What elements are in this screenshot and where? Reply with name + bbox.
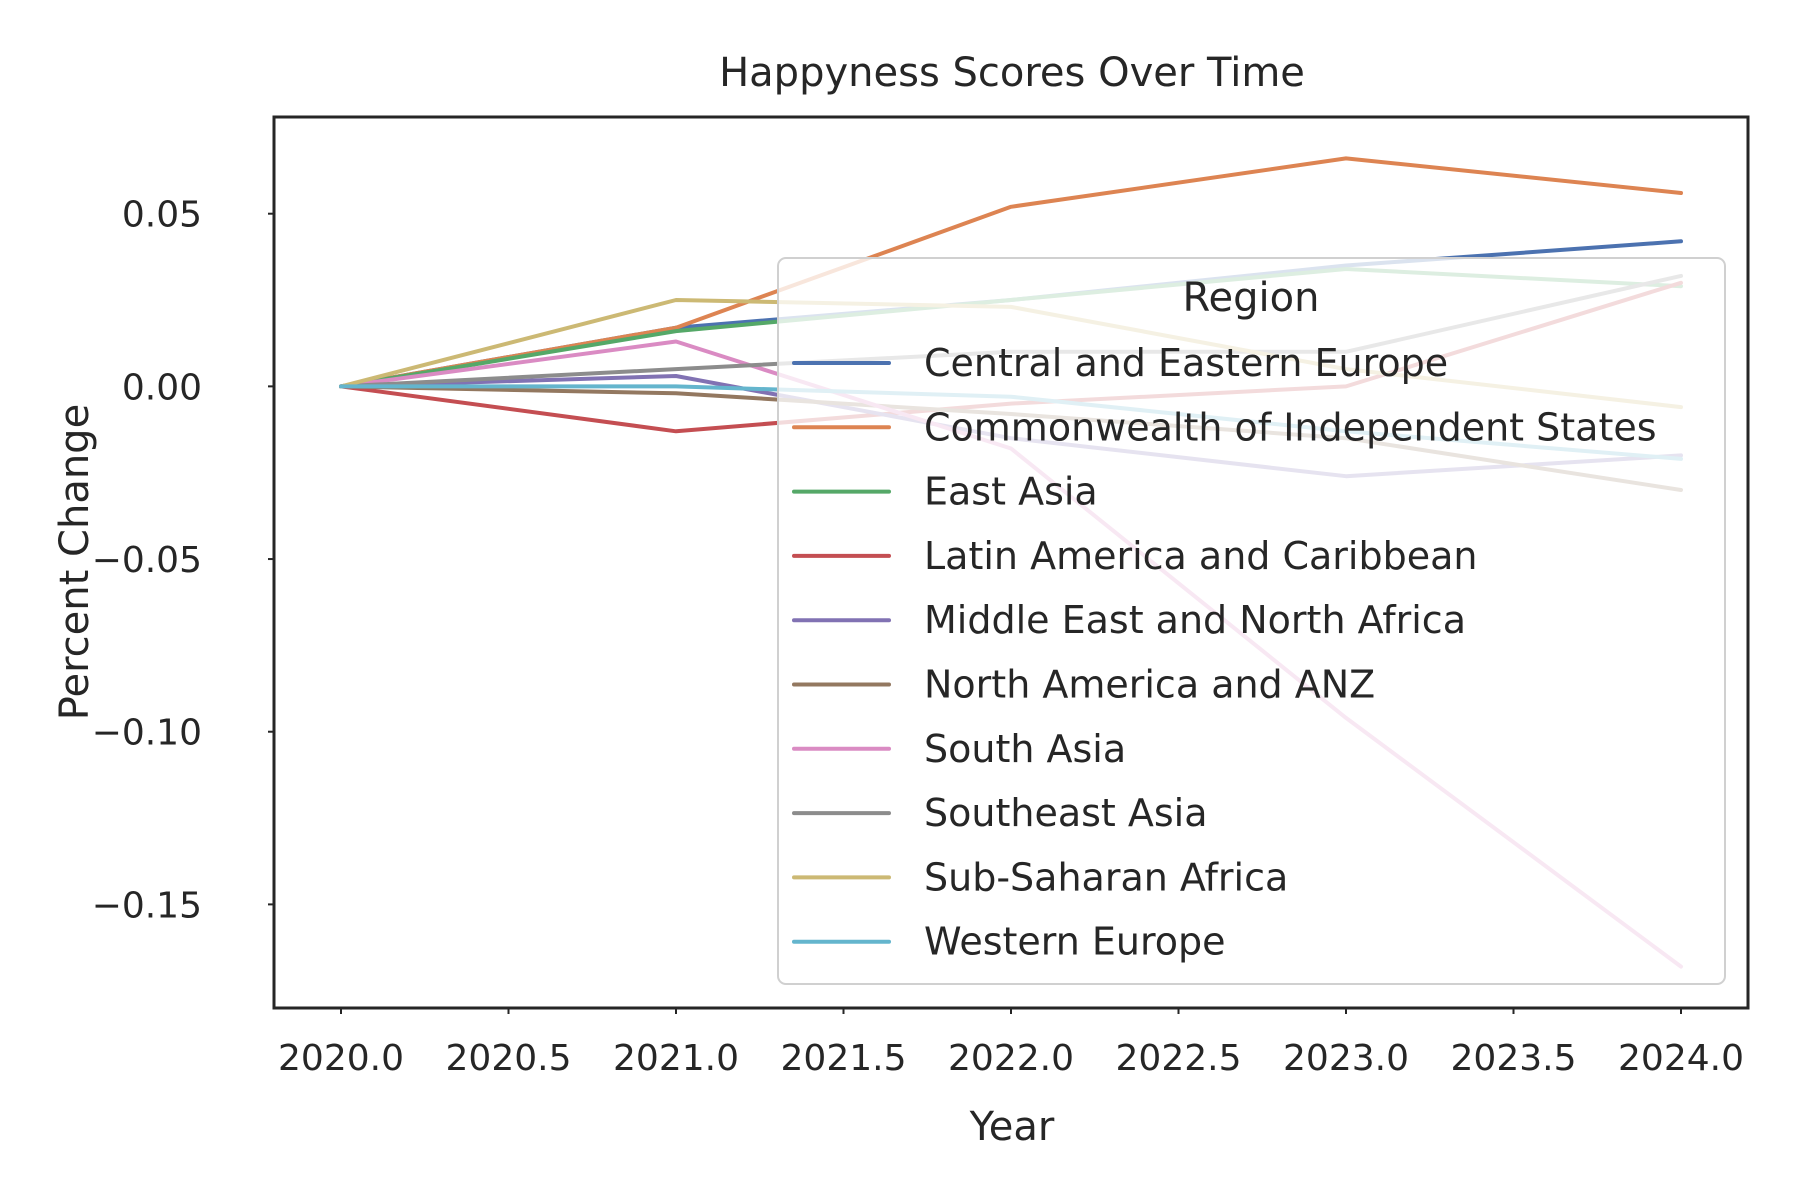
chart-title: Happyness Scores Over Time: [719, 50, 1305, 96]
y-tick-label: −0.10: [92, 713, 202, 754]
legend-label: Sub-Saharan Africa: [924, 855, 1288, 899]
legend-item: North America and ANZ: [792, 663, 1375, 707]
legend-title: Region: [1183, 275, 1320, 321]
legend-label: Central and Eastern Europe: [924, 341, 1448, 385]
legend-box: [777, 257, 1726, 985]
legend-label: Commonwealth of Independent States: [924, 405, 1657, 449]
legend-label: Latin America and Caribbean: [924, 534, 1477, 578]
legend-label: East Asia: [924, 470, 1098, 514]
y-axis-ticks: 0.05 0.00 −0.05 −0.10 −0.15: [92, 195, 274, 926]
x-tick-label: 2024.0: [1618, 1038, 1744, 1079]
legend: Region Central and Eastern Europe Commonw…: [777, 257, 1726, 985]
x-tick-label: 2023.5: [1451, 1038, 1577, 1079]
legend-item: East Asia: [792, 470, 1098, 514]
x-axis-label: Year: [969, 1104, 1055, 1150]
x-tick-label: 2023.0: [1283, 1038, 1409, 1079]
x-axis-ticks: 2020.0 2020.5 2021.0 2021.5 2022.0 2022.5 2023…: [278, 1008, 1744, 1079]
legend-label: Western Europe: [924, 920, 1226, 964]
y-tick-label: 0.05: [122, 195, 202, 236]
legend-item: South Asia: [792, 727, 1126, 771]
plot-area-frame: [272, 115, 1750, 1010]
x-tick-label: 2021.5: [781, 1038, 907, 1079]
legend-item: Southeast Asia: [792, 791, 1208, 835]
legend-item: Central and Eastern Europe: [792, 341, 1448, 385]
legend-label: Southeast Asia: [924, 791, 1208, 835]
legend-item: Western Europe: [792, 920, 1226, 964]
x-tick-label: 2021.0: [613, 1038, 739, 1079]
y-axis-label: Percent Change: [52, 404, 98, 720]
legend-label: South Asia: [924, 727, 1126, 771]
x-tick-label: 2022.5: [1116, 1038, 1242, 1079]
legend-label: North America and ANZ: [924, 663, 1375, 707]
legend-item: Latin America and Caribbean: [792, 534, 1477, 578]
legend-item: Middle East and North Africa: [792, 598, 1466, 642]
y-tick-label: −0.05: [92, 540, 202, 581]
x-tick-label: 2020.5: [446, 1038, 572, 1079]
legend-item: Commonwealth of Independent States: [792, 405, 1657, 449]
y-tick-label: 0.00: [122, 367, 202, 408]
legend-label: Middle East and North Africa: [924, 598, 1466, 642]
x-tick-label: 2022.0: [948, 1038, 1074, 1079]
legend-entries: Central and Eastern Europe Commonwealth o…: [792, 341, 1657, 964]
x-tick-label: 2020.0: [278, 1038, 404, 1079]
series-line: [339, 156, 1683, 389]
legend-item: Sub-Saharan Africa: [792, 855, 1288, 899]
y-tick-label: −0.15: [92, 885, 202, 926]
